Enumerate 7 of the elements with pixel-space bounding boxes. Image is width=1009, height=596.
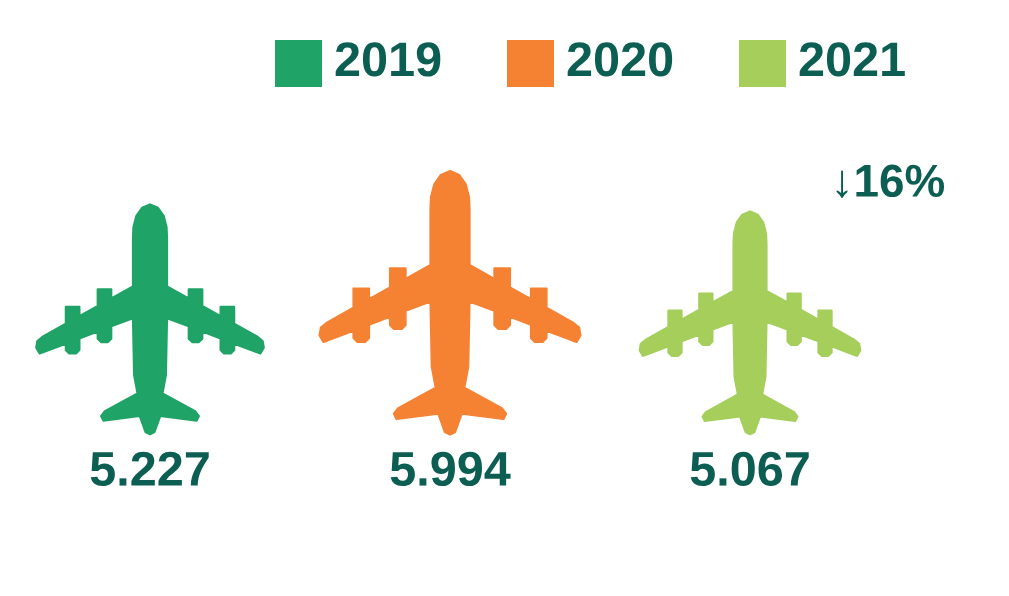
category-label: 2019: [335, 42, 441, 77]
text: ↓16%: [836, 164, 945, 198]
category-label: 2020: [567, 42, 673, 77]
data-label: 5.227: [90, 451, 209, 487]
data-label: 5.067: [690, 451, 809, 487]
data-label: 5.994: [390, 451, 511, 487]
category-label: 2021: [799, 42, 905, 77]
